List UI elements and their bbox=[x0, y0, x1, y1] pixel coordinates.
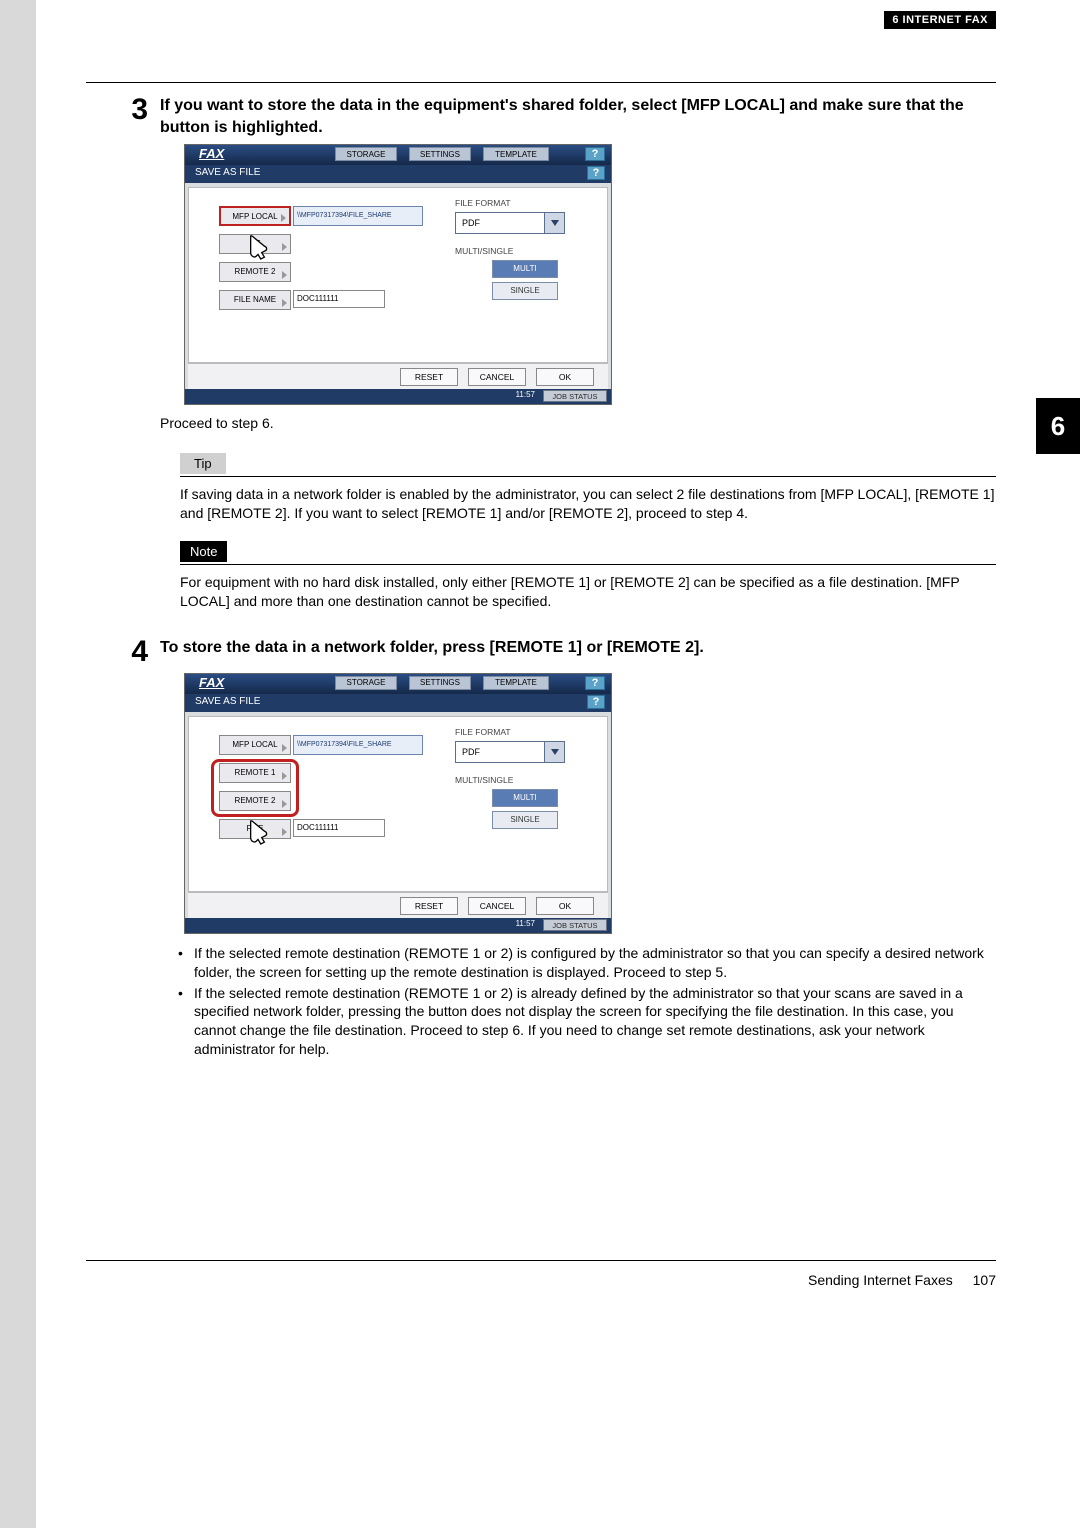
right-column: FILE FORMAT PDF MULTI/SINGLE MULTI SINGL… bbox=[455, 198, 595, 304]
chevron-right-icon bbox=[282, 299, 287, 307]
step3-heading: If you want to store the data in the equ… bbox=[160, 95, 996, 138]
path-field[interactable]: \\MFP07317394\FILE_SHARE bbox=[293, 206, 423, 226]
chevron-right-icon bbox=[282, 271, 287, 279]
screenshot-step4: FAX STORAGE SETTINGS TEMPLATE ? SAVE AS … bbox=[184, 673, 996, 934]
multi-button[interactable]: MULTI bbox=[492, 260, 558, 278]
cursor-icon bbox=[247, 819, 269, 847]
fax-title: FAX bbox=[199, 146, 224, 161]
filename-field[interactable]: DOC111111 bbox=[293, 290, 385, 308]
mfp-body: MFP LOCAL REMOTE 1 REMOTE 2 FILE \\MFP07… bbox=[188, 716, 608, 892]
step3-number: 3 bbox=[120, 95, 148, 138]
chapter-header: 6 INTERNET FAX bbox=[884, 11, 996, 29]
storage-button[interactable]: STORAGE bbox=[335, 676, 397, 690]
mfp-subbar: SAVE AS FILE ? bbox=[185, 165, 611, 183]
content: 3 If you want to store the data in the e… bbox=[120, 95, 996, 1061]
chevron-down-icon bbox=[544, 742, 564, 762]
save-as-file-label: SAVE AS FILE bbox=[195, 696, 260, 707]
bullet-1: If the selected remote destination (REMO… bbox=[178, 944, 996, 982]
rule-top bbox=[86, 82, 996, 83]
status-bar: 11:57 JOB STATUS bbox=[185, 918, 611, 933]
tip-label: Tip bbox=[180, 453, 226, 474]
multi-button[interactable]: MULTI bbox=[492, 789, 558, 807]
step-4: 4 To store the data in a network folder,… bbox=[120, 637, 996, 667]
help-icon[interactable]: ? bbox=[585, 147, 605, 161]
step4-bullets: If the selected remote destination (REMO… bbox=[178, 944, 996, 1059]
page-number: 107 bbox=[973, 1272, 996, 1288]
chapter-tab: 6 bbox=[1036, 398, 1080, 454]
bullet-2: If the selected remote destination (REMO… bbox=[178, 984, 996, 1060]
note-label: Note bbox=[180, 541, 227, 562]
mfp-body: MFP LOCAL RE REMOTE 2 FILE NAME \\MFP073… bbox=[188, 187, 608, 363]
step-3: 3 If you want to store the data in the e… bbox=[120, 95, 996, 138]
clock: 11:57 bbox=[516, 390, 535, 399]
chevron-right-icon bbox=[281, 214, 286, 222]
mfp-subbar: SAVE AS FILE ? bbox=[185, 694, 611, 712]
tip-body: If saving data in a network folder is en… bbox=[180, 485, 996, 523]
right-column: FILE FORMAT PDF MULTI/SINGLE MULTI SINGL… bbox=[455, 727, 595, 833]
rule-bottom bbox=[86, 1260, 996, 1261]
file-format-label: FILE FORMAT bbox=[455, 198, 595, 208]
storage-button[interactable]: STORAGE bbox=[335, 147, 397, 161]
job-status-button[interactable]: JOB STATUS bbox=[543, 919, 607, 931]
cursor-icon bbox=[247, 234, 269, 262]
mfp-local-button[interactable]: MFP LOCAL bbox=[219, 735, 291, 755]
step4-heading: To store the data in a network folder, p… bbox=[160, 637, 996, 659]
footer: Sending Internet Faxes 107 bbox=[86, 1272, 996, 1288]
screenshot-step3: FAX STORAGE SETTINGS TEMPLATE ? SAVE AS … bbox=[184, 144, 996, 405]
cancel-button[interactable]: CANCEL bbox=[468, 897, 526, 915]
template-button[interactable]: TEMPLATE bbox=[483, 676, 549, 690]
save-as-file-label: SAVE AS FILE bbox=[195, 167, 260, 178]
remote-highlight bbox=[211, 759, 299, 817]
help-icon[interactable]: ? bbox=[585, 676, 605, 690]
chevron-right-icon bbox=[282, 744, 287, 752]
multi-single-label: MULTI/SINGLE bbox=[455, 246, 595, 256]
tip-rule bbox=[180, 476, 996, 477]
help-icon-small[interactable]: ? bbox=[587, 166, 605, 180]
file-format-select[interactable]: PDF bbox=[455, 741, 565, 763]
chevron-right-icon bbox=[282, 243, 287, 251]
reset-button[interactable]: RESET bbox=[400, 368, 458, 386]
fax-title: FAX bbox=[199, 675, 224, 690]
note-rule bbox=[180, 564, 996, 565]
help-icon-small[interactable]: ? bbox=[587, 695, 605, 709]
note-body: For equipment with no hard disk installe… bbox=[180, 573, 996, 611]
multi-single-label: MULTI/SINGLE bbox=[455, 775, 595, 785]
filename-field[interactable]: DOC111111 bbox=[293, 819, 385, 837]
settings-button[interactable]: SETTINGS bbox=[409, 147, 471, 161]
ok-button[interactable]: OK bbox=[536, 368, 594, 386]
reset-button[interactable]: RESET bbox=[400, 897, 458, 915]
mfp-topbar: FAX STORAGE SETTINGS TEMPLATE ? bbox=[185, 674, 611, 694]
settings-button[interactable]: SETTINGS bbox=[409, 676, 471, 690]
cancel-button[interactable]: CANCEL bbox=[468, 368, 526, 386]
single-button[interactable]: SINGLE bbox=[492, 282, 558, 300]
remote2-button[interactable]: REMOTE 2 bbox=[219, 262, 291, 282]
single-button[interactable]: SINGLE bbox=[492, 811, 558, 829]
step3-proceed: Proceed to step 6. bbox=[160, 415, 996, 431]
job-status-button[interactable]: JOB STATUS bbox=[543, 390, 607, 402]
chevron-down-icon bbox=[544, 213, 564, 233]
clock: 11:57 bbox=[516, 919, 535, 928]
path-field[interactable]: \\MFP07317394\FILE_SHARE bbox=[293, 735, 423, 755]
mfp-local-button[interactable]: MFP LOCAL bbox=[219, 206, 291, 226]
mfp-topbar: FAX STORAGE SETTINGS TEMPLATE ? bbox=[185, 145, 611, 165]
status-bar: 11:57 JOB STATUS bbox=[185, 389, 611, 404]
bottom-bar: RESET CANCEL OK bbox=[188, 363, 608, 389]
file-format-select[interactable]: PDF bbox=[455, 212, 565, 234]
left-band bbox=[0, 0, 36, 1528]
mfp-panel-2: FAX STORAGE SETTINGS TEMPLATE ? SAVE AS … bbox=[184, 673, 612, 934]
template-button[interactable]: TEMPLATE bbox=[483, 147, 549, 161]
file-name-button[interactable]: FILE NAME bbox=[219, 290, 291, 310]
footer-section: Sending Internet Faxes bbox=[808, 1272, 953, 1288]
ok-button[interactable]: OK bbox=[536, 897, 594, 915]
step4-number: 4 bbox=[120, 637, 148, 667]
mfp-panel: FAX STORAGE SETTINGS TEMPLATE ? SAVE AS … bbox=[184, 144, 612, 405]
file-format-label: FILE FORMAT bbox=[455, 727, 595, 737]
bottom-bar: RESET CANCEL OK bbox=[188, 892, 608, 918]
chevron-right-icon bbox=[282, 828, 287, 836]
